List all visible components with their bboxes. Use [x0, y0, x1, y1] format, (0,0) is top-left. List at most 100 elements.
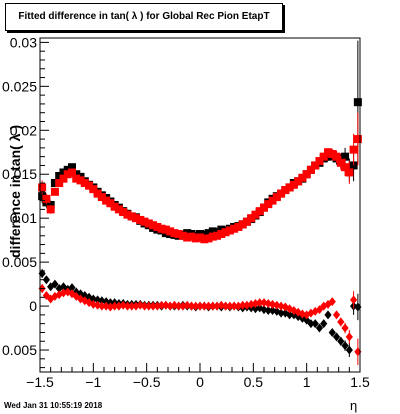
data-point [230, 301, 238, 311]
data-point [196, 301, 204, 311]
data-point [140, 217, 149, 226]
data-point [324, 310, 332, 320]
data-point [311, 319, 319, 329]
chart-markers [38, 40, 362, 365]
data-point [136, 215, 145, 224]
data-point [93, 189, 102, 198]
data-point [247, 214, 256, 223]
data-point [324, 148, 332, 157]
x-axis-title: η [350, 398, 358, 413]
data-point [68, 283, 76, 293]
data-point [183, 233, 192, 242]
data-point [204, 229, 213, 238]
data-point [281, 186, 290, 195]
x-tick-label: 1.5 [350, 374, 370, 390]
data-point [98, 301, 106, 311]
data-point [332, 332, 341, 342]
data-point [166, 227, 175, 236]
data-point [85, 298, 93, 308]
data-point [102, 196, 111, 205]
data-point [46, 205, 55, 214]
data-point [123, 210, 132, 219]
data-point [68, 163, 76, 172]
data-point [111, 301, 119, 311]
data-point [289, 180, 298, 189]
data-point [354, 302, 362, 312]
data-point [337, 336, 345, 346]
data-point [213, 231, 222, 240]
data-point [285, 183, 294, 192]
data-point [328, 297, 336, 307]
y-tick-label: 0.025 [2, 78, 37, 94]
data-point [225, 226, 234, 235]
data-point [234, 222, 243, 231]
data-point [149, 301, 157, 311]
data-point [320, 319, 328, 329]
data-point [255, 207, 264, 216]
data-point [204, 301, 213, 311]
data-point [273, 306, 281, 316]
data-point [328, 327, 336, 337]
data-point [110, 202, 119, 211]
data-point [187, 232, 196, 241]
data-point [76, 176, 85, 185]
data-point [200, 235, 209, 244]
data-point [264, 200, 273, 209]
data-point [298, 173, 307, 182]
data-point [290, 305, 298, 315]
data-point [59, 168, 68, 177]
x-axis: −1.5 −1 −0.5 0 0.5 1 1.5 [26, 363, 370, 390]
data-point [337, 317, 345, 327]
data-point [200, 230, 209, 239]
data-point [72, 170, 81, 179]
data-point [153, 222, 162, 231]
data-point [128, 301, 136, 311]
data-point [239, 300, 247, 310]
data-point [161, 225, 170, 234]
data-point [315, 157, 324, 166]
data-point [115, 301, 123, 311]
data-point [200, 301, 208, 311]
data-point [315, 323, 324, 333]
data-point [145, 301, 153, 311]
data-point [157, 224, 166, 233]
data-point [311, 161, 320, 170]
data-point [217, 225, 226, 234]
data-point [307, 308, 315, 318]
data-point [222, 301, 230, 311]
data-point [341, 323, 349, 333]
data-point [242, 217, 251, 226]
data-point [149, 221, 158, 230]
data-point [89, 185, 98, 194]
data-point [286, 310, 294, 320]
data-point [55, 171, 64, 180]
data-point [123, 301, 132, 311]
data-point [307, 319, 315, 329]
data-point [63, 170, 72, 179]
data-point [209, 301, 217, 311]
data-point [294, 307, 302, 317]
data-point [51, 279, 59, 289]
data-point [140, 301, 149, 311]
data-point [50, 179, 59, 188]
data-point [183, 229, 192, 238]
data-point [42, 275, 50, 285]
data-point [328, 150, 337, 159]
series-0 [38, 40, 362, 240]
y-tick-label: 0.015 [2, 166, 37, 182]
data-point [68, 168, 76, 177]
data-point [217, 230, 226, 239]
data-point [80, 179, 89, 188]
data-point [354, 347, 362, 357]
x-tick-label: −1 [85, 374, 101, 390]
data-point [272, 193, 281, 202]
data-point [353, 98, 362, 107]
data-point [59, 174, 68, 183]
data-point [174, 230, 183, 239]
y-axis-title: difference in tan( λ ) [7, 124, 23, 258]
data-point [85, 292, 93, 302]
data-point [256, 298, 264, 308]
data-point [341, 341, 349, 351]
data-point [85, 181, 94, 190]
